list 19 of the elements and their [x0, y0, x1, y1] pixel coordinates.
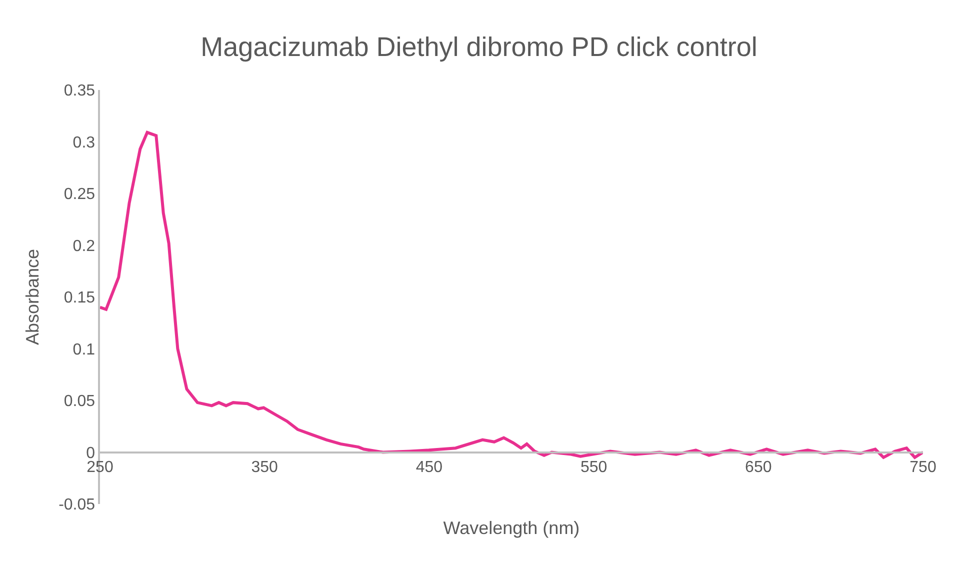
y-axis-title: Absorbance — [22, 248, 42, 346]
y-tick-label: 0.35 — [64, 82, 96, 100]
x-tick-label: 250 — [86, 459, 114, 476]
y-tick-label: 0.2 — [72, 238, 96, 255]
line-series — [100, 130, 923, 459]
y-tick-label: 0.3 — [72, 134, 96, 152]
y-tick-label: 0.25 — [64, 186, 96, 204]
x-tick-label: 750 — [910, 459, 936, 476]
y-tick-label: -0.05 — [58, 496, 96, 514]
x-tick-label: 450 — [416, 459, 443, 476]
x-tick-label: 550 — [580, 459, 608, 476]
chart-title: Magacizumab Diethyl dibromo PD click control — [200, 32, 758, 62]
x-tick-label: 650 — [745, 459, 772, 476]
y-tick-label: 0.1 — [72, 341, 96, 358]
y-tick-label: 0.15 — [64, 290, 96, 307]
x-tick-label: 350 — [251, 459, 278, 476]
y-tick-label: 0 — [86, 444, 96, 462]
x-axis-title: Wavelength (nm) — [443, 518, 580, 538]
y-tick-label: 0.05 — [64, 393, 96, 410]
